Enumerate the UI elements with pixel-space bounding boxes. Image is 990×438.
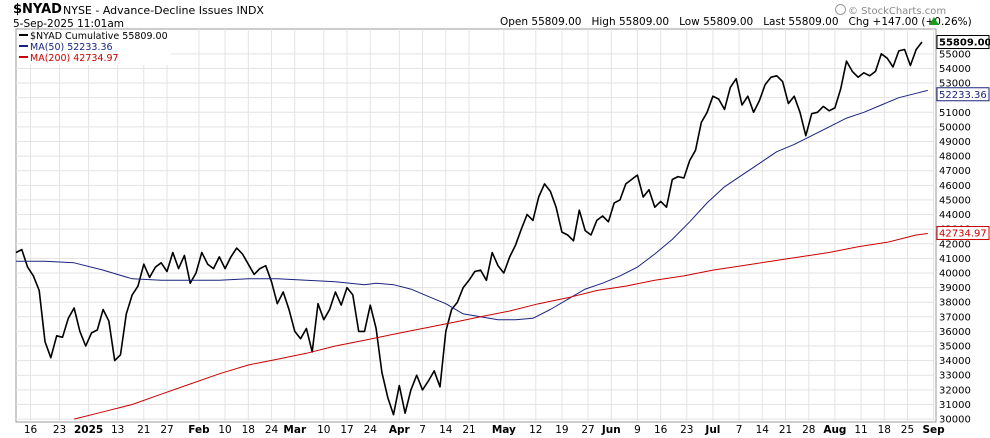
y-tick-label: 35000 [939, 342, 971, 353]
legend-item-ma200: MA(200) 42734.97 [19, 53, 168, 64]
price-tag-label: 55809.00 [939, 38, 990, 49]
chart-symbol: $NYAD [13, 2, 62, 17]
quote-line: Open 55809.00 High 55809.00 Low 55809.00… [500, 16, 972, 28]
x-tick-label: 19 [555, 424, 568, 436]
x-tick-label: 27 [581, 424, 594, 436]
y-tick-label: 46000 [939, 181, 971, 192]
x-tick-label: 27 [160, 424, 173, 436]
legend-label-ma50: MA(50) 52233.36 [30, 42, 113, 53]
y-tick-label: 39000 [939, 283, 971, 294]
series-lines [15, 41, 928, 420]
price-tag-label: 42734.97 [939, 229, 987, 240]
x-tick-label: 11 [854, 424, 867, 436]
y-tick-label: 31000 [939, 400, 971, 411]
series-line-1 [16, 89, 928, 321]
legend-item-nyad: $NYAD Cumulative 55809.00 [19, 31, 168, 42]
x-tick-label: Feb [188, 424, 210, 436]
y-axis-ticks: 30000 31000 32000 33000 34000 35000 36000 37000… [939, 49, 971, 425]
chart-exchange: INDX [236, 4, 264, 17]
up-arrow-icon [929, 17, 939, 25]
legend-line-icon [19, 56, 28, 58]
y-tick-label: 38000 [939, 298, 971, 309]
x-tick-label: 7 [419, 424, 426, 436]
y-tick-label: 32000 [939, 385, 971, 396]
y-tick-label: 53000 [939, 79, 971, 90]
y-tick-label: 40000 [939, 268, 971, 279]
x-tick-label: 10 [317, 424, 330, 436]
x-tick-label: 23 [53, 424, 66, 436]
x-tick-label: 24 [364, 424, 378, 436]
y-tick-label: 42000 [939, 239, 971, 250]
y-tick-label: 36000 [939, 327, 971, 338]
y-tick-label: 50000 [939, 122, 971, 133]
chart-timestamp: 5-Sep-2025 11:01am [13, 18, 125, 30]
price-tag-label: 52233.36 [939, 90, 987, 101]
legend-line-icon [19, 34, 28, 36]
y-tick-label: 55000 [939, 49, 971, 60]
y-tick-label: 47000 [939, 166, 971, 177]
series-line-0 [15, 41, 923, 416]
x-tick-label: Sep [923, 424, 946, 436]
price-tags: 55809.00 52233.36 42734.97 [936, 35, 990, 241]
x-tick-label: 28 [802, 424, 815, 436]
gear-icon [835, 4, 846, 15]
y-tick-label: 49000 [939, 137, 971, 148]
series-line-2 [73, 233, 928, 420]
x-tick-label: 23 [680, 424, 693, 436]
x-tick-label: 21 [462, 424, 475, 436]
x-tick-label: May [492, 424, 516, 436]
x-tick-label: Aug [823, 424, 846, 436]
x-tick-label: 14 [439, 424, 453, 436]
x-tick-label: Mar [283, 424, 307, 436]
x-tick-label: Jun [601, 424, 621, 436]
x-axis-ticks: 16 23 2025 13 21 27 Feb 10 18 24 Mar 10 17 24 Apr 7 14 21… [24, 424, 945, 436]
x-tick-label: Jul [704, 424, 720, 436]
watermark-text: © StockCharts.com [848, 6, 947, 17]
y-tick-label: 51000 [939, 108, 971, 119]
grid-lines [16, 29, 936, 422]
legend-line-icon [19, 45, 28, 47]
y-tick-label: 33000 [939, 371, 971, 382]
x-tick-label: 21 [137, 424, 150, 436]
plot-frame [15, 28, 937, 423]
x-tick-label: 16 [654, 424, 668, 436]
y-tick-label: 44000 [939, 210, 971, 221]
x-tick-label: 17 [340, 424, 353, 436]
x-tick-label: 16 [24, 424, 38, 436]
x-tick-label: 18 [878, 424, 891, 436]
chart-description-text: NYSE - Advance-Decline Issues [63, 4, 233, 17]
x-tick-label: 7 [736, 424, 743, 436]
x-tick-label: Apr [389, 424, 411, 436]
y-tick-label: 54000 [939, 64, 971, 75]
price-tag-box [936, 226, 990, 241]
x-tick-label: 18 [242, 424, 255, 436]
x-tick-label: 10 [218, 424, 231, 436]
legend-item-ma50: MA(50) 52233.36 [19, 42, 168, 53]
x-tick-label: 21 [779, 424, 792, 436]
x-tick-label: 13 [111, 424, 124, 436]
x-tick-label: 12 [529, 424, 542, 436]
legend-label-nyad: $NYAD Cumulative 55809.00 [30, 31, 168, 42]
x-tick-label: 25 [901, 424, 914, 436]
legend-label-ma200: MA(200) 42734.97 [30, 53, 119, 64]
y-tick-label: 37000 [939, 312, 971, 323]
y-tick-label: 45000 [939, 195, 971, 206]
y-tick-label: 48000 [939, 152, 971, 163]
x-tick-label: 2025 [74, 424, 103, 436]
price-tag-box [936, 35, 990, 50]
y-tick-label: 41000 [939, 254, 971, 265]
y-tick-label: 30000 [939, 415, 971, 426]
x-tick-label: 9 [634, 424, 641, 436]
watermark: © StockCharts.com [835, 4, 946, 17]
chart-description: NYSE - Advance-Decline Issues INDX [63, 4, 264, 17]
x-tick-label: 24 [265, 424, 279, 436]
price-tag-box [936, 87, 990, 102]
x-tick-label: 14 [756, 424, 770, 436]
legend: $NYAD Cumulative 55809.00 MA(50) 52233.3… [17, 30, 171, 65]
y-tick-label: 34000 [939, 356, 971, 367]
